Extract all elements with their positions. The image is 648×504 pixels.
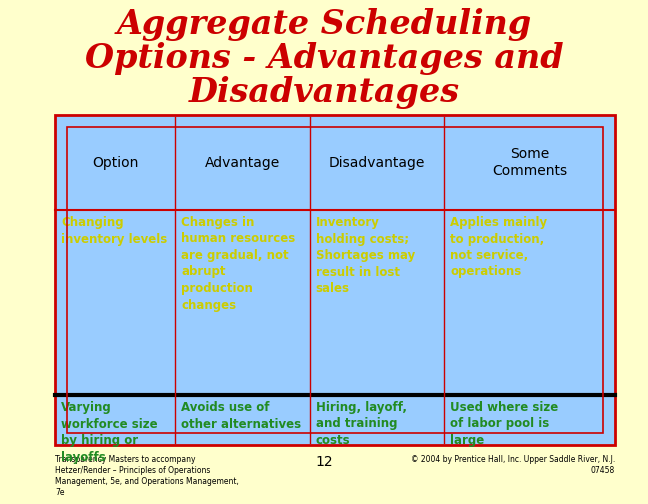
Text: Changing
inventory levels: Changing inventory levels [61, 216, 167, 245]
Text: Aggregate Scheduling: Aggregate Scheduling [117, 8, 531, 41]
Bar [67, 127, 603, 433]
Text: Option: Option [92, 156, 139, 169]
Text: Disadvantage: Disadvantage [329, 156, 425, 169]
Text: Avoids use of
other alternatives: Avoids use of other alternatives [181, 401, 301, 430]
Text: Used where size
of labor pool is
large: Used where size of labor pool is large [450, 401, 559, 447]
Text: Changes in
human resources
are gradual, not
abrupt
production
changes: Changes in human resources are gradual, … [181, 216, 295, 311]
Text: Inventory
holding costs;
Shortages may
result in lost
sales: Inventory holding costs; Shortages may r… [316, 216, 415, 295]
Text: Transparency Masters to accompany
Hetzer/Render – Principles of Operations
Manag: Transparency Masters to accompany Hetzer… [55, 455, 239, 497]
Text: Options - Advantages and: Options - Advantages and [85, 42, 563, 75]
Text: 12: 12 [315, 455, 333, 469]
Bar [55, 115, 615, 445]
Text: Varying
workforce size
by hiring or
layoffs: Varying workforce size by hiring or layo… [61, 401, 157, 464]
Text: Hiring, layoff,
and training
costs: Hiring, layoff, and training costs [316, 401, 407, 447]
Text: © 2004 by Prentice Hall, Inc. Upper Saddle River, N.J.
07458: © 2004 by Prentice Hall, Inc. Upper Sadd… [411, 455, 615, 475]
Text: Advantage: Advantage [205, 156, 280, 169]
Text: Some
Comments: Some Comments [492, 147, 567, 178]
Text: Applies mainly
to production,
not service,
operations: Applies mainly to production, not servic… [450, 216, 548, 279]
Text: Disadvantages: Disadvantages [189, 76, 459, 109]
